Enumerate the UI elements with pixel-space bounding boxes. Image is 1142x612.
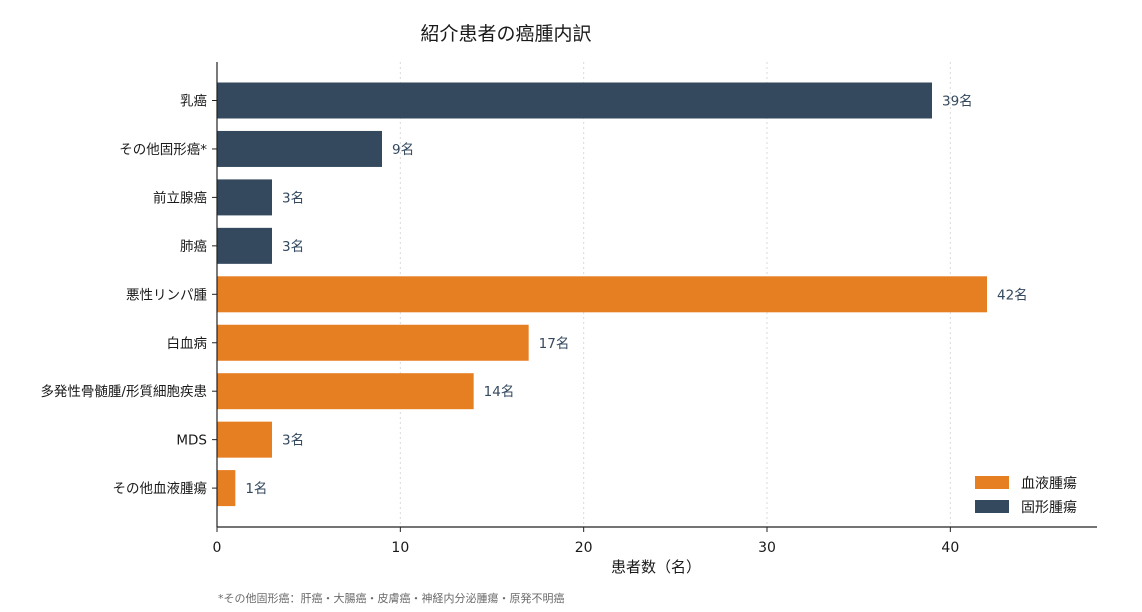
data-label: 3名 (282, 239, 304, 255)
data-label: 14名 (484, 384, 515, 400)
x-tick-label: 10 (391, 540, 409, 556)
footnote: *その他固形癌：肝癌・大腸癌・皮膚癌・神経内分泌腫瘍・原発不明癌 (218, 592, 565, 605)
data-label: 3名 (282, 433, 304, 449)
legend-swatch (975, 500, 1009, 513)
category-label: 多発性骨髄腫/形質細胞疾患 (40, 383, 207, 400)
category-label: その他固形癌* (119, 142, 207, 158)
bar (217, 324, 529, 361)
data-label: 42名 (997, 287, 1028, 303)
legend-label: 血液腫瘍 (1021, 475, 1077, 492)
axes (212, 62, 1097, 532)
category-label: MDS (176, 433, 207, 449)
bar (217, 179, 272, 216)
category-label: 前立腺癌 (153, 189, 207, 206)
bar (217, 470, 236, 507)
data-label: 1名 (245, 481, 267, 497)
legend-label: 固形腫瘍 (1021, 499, 1077, 516)
x-tick-label: 20 (575, 540, 593, 556)
data-label: 3名 (282, 190, 304, 206)
category-label: 悪性リンパ腫 (126, 287, 207, 303)
data-label: 9名 (392, 142, 414, 158)
x-axis-title: 患者数（名） (611, 558, 701, 576)
bar (217, 421, 272, 458)
bar (217, 373, 474, 410)
bars (217, 82, 987, 507)
category-label: 肺癌 (180, 239, 207, 255)
bar (217, 227, 272, 264)
category-label: その他血液腫瘍 (113, 480, 208, 497)
bar (217, 82, 932, 119)
category-label: 白血病 (167, 336, 208, 352)
x-tick-label: 40 (941, 540, 959, 556)
bar (217, 276, 987, 313)
category-label: 乳癌 (180, 94, 207, 110)
x-tick-label: 30 (758, 540, 776, 556)
bar (217, 130, 382, 167)
chart-title: 紹介患者の癌腫内訳 (420, 23, 591, 45)
legend-swatch (975, 476, 1009, 489)
data-label: 39名 (942, 94, 973, 110)
x-tick-label: 0 (213, 540, 222, 556)
data-label: 17名 (539, 336, 570, 352)
